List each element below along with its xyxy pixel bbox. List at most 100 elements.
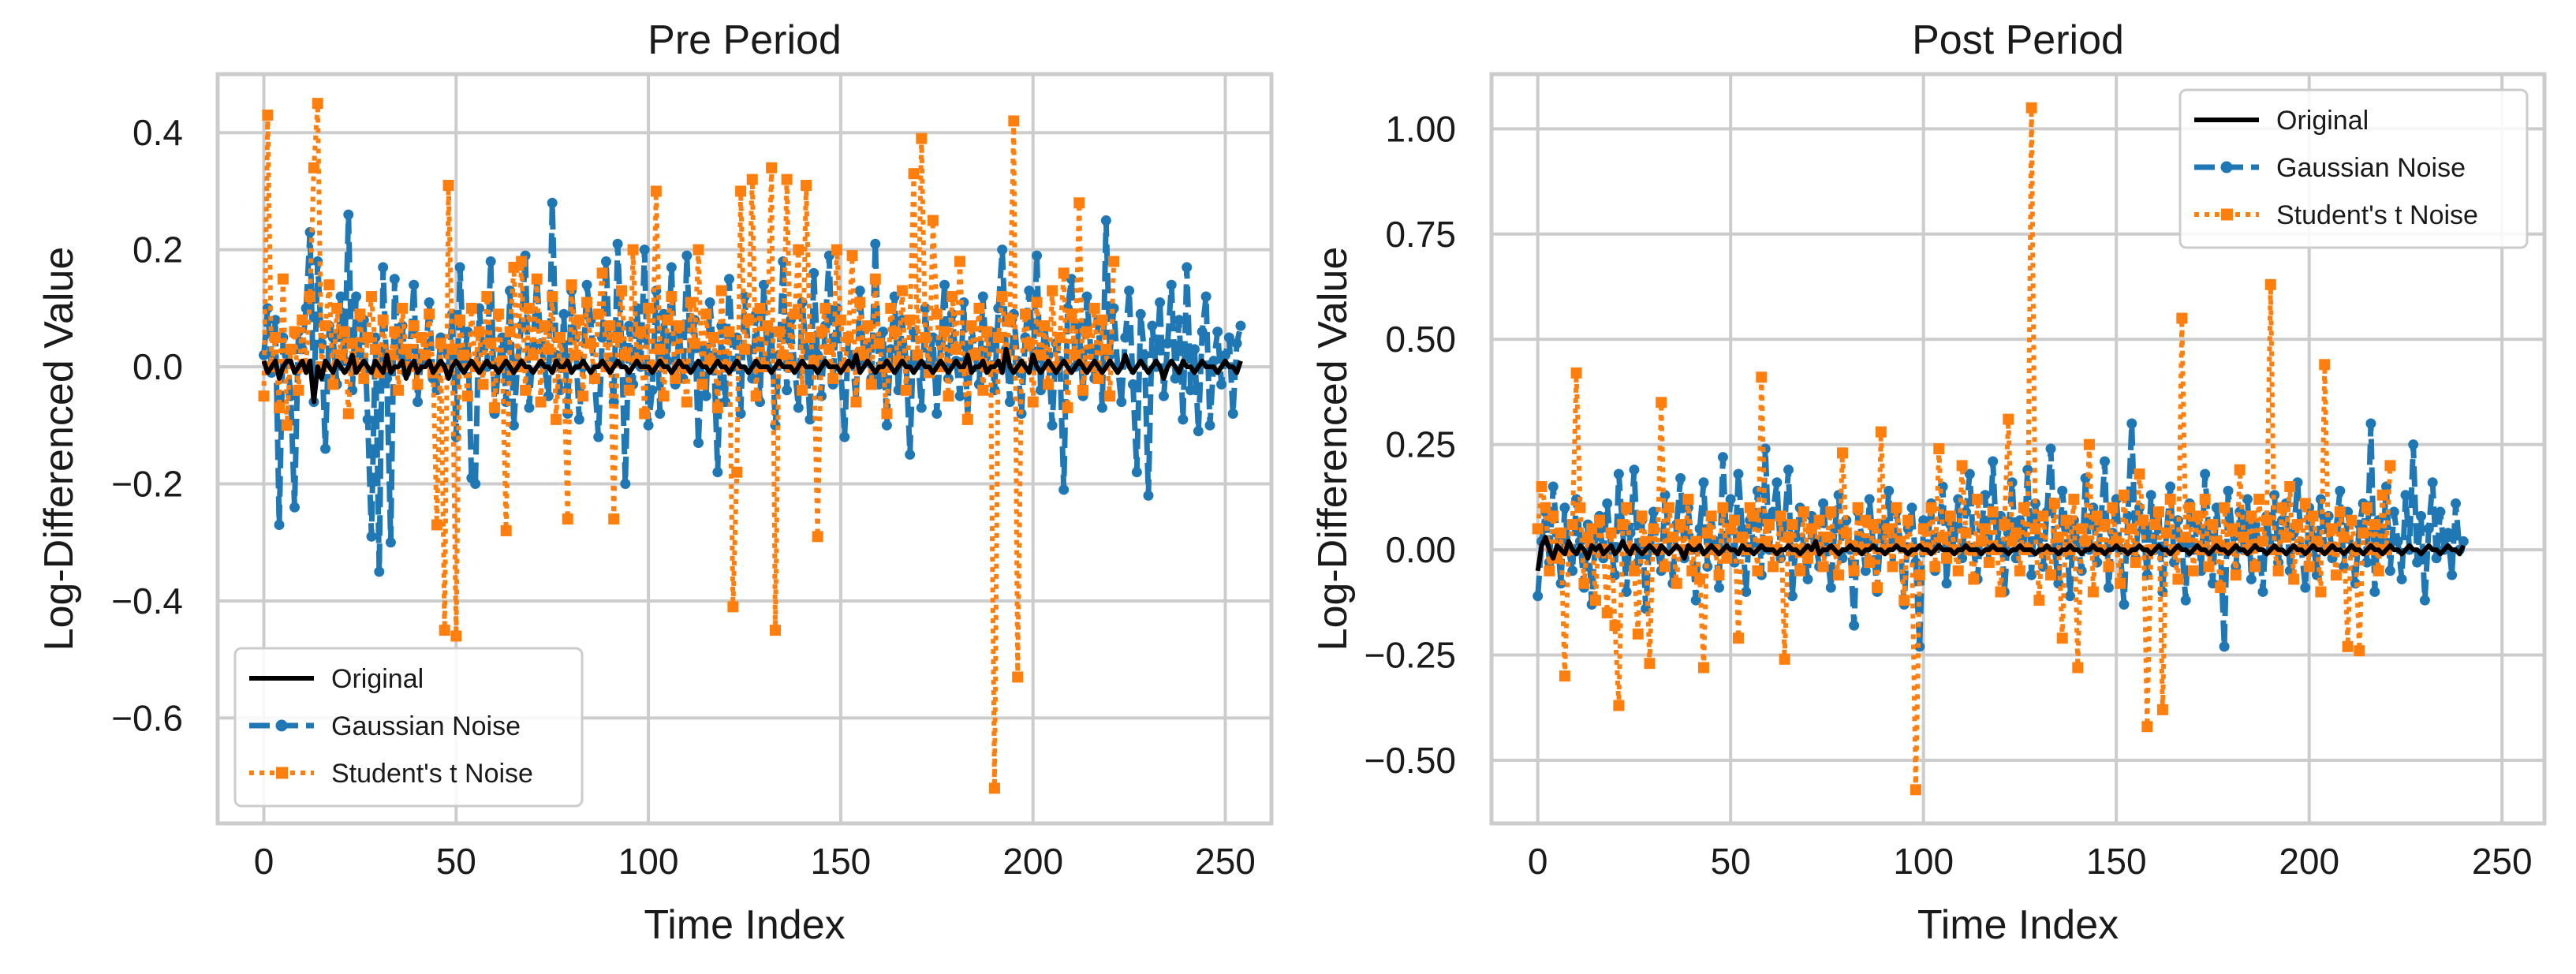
- student-s-t-noise-point: [2003, 413, 2014, 425]
- student-s-t-noise-point: [431, 519, 442, 531]
- gaussian-noise-point: [704, 297, 715, 308]
- student-s-t-noise-point: [439, 625, 450, 636]
- student-s-t-noise-point: [588, 372, 600, 384]
- student-s-t-noise-point: [1559, 670, 1570, 682]
- student-s-t-noise-point: [2230, 569, 2242, 581]
- student-s-t-noise-point: [1775, 510, 1786, 522]
- student-s-t-noise-point: [1960, 527, 1972, 539]
- student-s-t-noise-point: [554, 331, 566, 343]
- student-s-t-noise-point: [704, 355, 716, 367]
- student-s-t-noise-point: [846, 250, 858, 262]
- student-s-t-noise-point: [831, 244, 843, 256]
- student-s-t-noise-point: [1729, 514, 1741, 526]
- student-s-t-noise-point: [1801, 552, 1813, 564]
- student-s-t-noise-point: [1944, 510, 1956, 522]
- gaussian-noise-point: [854, 285, 865, 297]
- student-s-t-noise-point: [1798, 506, 1810, 518]
- gaussian-noise-point: [2100, 456, 2111, 467]
- student-s-t-noise-point: [1628, 565, 1640, 577]
- student-s-t-noise-point: [1674, 519, 1686, 531]
- student-s-t-noise-point: [862, 320, 874, 332]
- gaussian-noise-point: [485, 256, 496, 267]
- student-s-t-noise-point: [393, 384, 405, 396]
- student-s-t-noise-point: [1821, 532, 1833, 543]
- x-tick-label: 50: [1711, 841, 1751, 882]
- student-s-t-noise-point: [400, 343, 412, 355]
- student-s-t-noise-point: [674, 320, 685, 332]
- student-s-t-noise-point: [1937, 532, 1949, 543]
- gaussian-noise-point: [1219, 349, 1230, 360]
- student-s-t-noise-point: [2361, 502, 2373, 513]
- gaussian-noise-point: [655, 408, 666, 419]
- student-s-t-noise-point: [1898, 595, 1910, 606]
- student-s-t-noise-point: [627, 244, 639, 256]
- student-s-t-noise-point: [819, 302, 831, 314]
- student-s-t-noise-point: [1748, 510, 1760, 522]
- gaussian-noise-point: [881, 420, 892, 431]
- gaussian-noise-point: [1166, 279, 1177, 290]
- gaussian-noise-point: [939, 279, 950, 290]
- student-s-t-noise-point: [2376, 489, 2388, 501]
- gaussian-noise-point: [782, 385, 793, 396]
- student-s-t-noise-point: [2007, 536, 2018, 547]
- student-s-t-noise-point: [834, 314, 846, 326]
- student-s-t-noise-point: [666, 291, 678, 303]
- student-s-t-noise-point: [1566, 519, 1578, 531]
- student-s-t-noise-point: [927, 215, 939, 226]
- student-s-t-noise-point: [297, 314, 308, 326]
- student-s-t-noise-point: [1096, 314, 1108, 326]
- student-s-t-noise-point: [2334, 506, 2346, 518]
- student-s-t-noise-point: [358, 372, 370, 384]
- gaussian-noise-point: [1818, 498, 1829, 509]
- gaussian-noise-point: [2427, 477, 2438, 488]
- student-s-t-noise-point: [1868, 519, 1880, 531]
- legend-item-original: Original: [2194, 106, 2369, 136]
- x-tick-label: 250: [1195, 841, 1256, 882]
- gaussian-noise-point: [2369, 586, 2380, 597]
- student-s-t-noise-point: [1887, 561, 1898, 573]
- x-tick-label: 0: [1528, 841, 1548, 882]
- gaussian-noise-point: [2365, 418, 2376, 429]
- student-s-t-noise-point: [823, 343, 835, 355]
- x-tick-label: 100: [618, 841, 679, 882]
- legend-box: [2178, 88, 2529, 249]
- student-s-t-noise-point: [2315, 586, 2327, 598]
- post-period-chart: 0 50 100 150 200 250 −0.50 −0.25 0.00 0.25 0.50 0.7…: [1310, 17, 2547, 948]
- student-s-t-noise-point: [1917, 523, 1929, 535]
- student-s-t-noise-point: [1073, 197, 1085, 209]
- series-group: [1532, 102, 2469, 796]
- student-s-t-noise-point: [2276, 502, 2288, 513]
- gaussian-noise-point: [1155, 297, 1166, 308]
- gaussian-noise-point: [600, 256, 611, 267]
- student-s-t-noise-point: [2048, 498, 2060, 509]
- student-s-t-noise-point: [850, 396, 862, 408]
- legend-marker: [2220, 161, 2233, 174]
- student-s-t-noise-point: [1732, 633, 1744, 644]
- gaussian-noise-point: [413, 397, 424, 408]
- student-s-t-noise-point: [527, 349, 539, 361]
- student-s-t-noise-point: [912, 349, 924, 361]
- student-s-t-noise-point: [523, 302, 535, 314]
- student-s-t-noise-point: [762, 320, 774, 332]
- gaussian-noise-point: [424, 297, 435, 308]
- gaussian-noise-point: [1906, 502, 1917, 513]
- student-s-t-noise-point: [2327, 523, 2339, 535]
- student-s-t-noise-point: [2207, 519, 2219, 531]
- gaussian-noise-point: [470, 479, 481, 490]
- gaussian-noise-point: [2412, 557, 2423, 568]
- legend-marker: [276, 767, 288, 779]
- student-s-t-noise-point: [781, 174, 793, 185]
- legend-item-gaussian-noise: Gaussian Noise: [2194, 153, 2466, 183]
- student-s-t-noise-point: [1663, 502, 1674, 513]
- student-s-t-noise-point: [2149, 519, 2161, 531]
- student-s-t-noise-point: [1108, 256, 1120, 267]
- student-s-t-noise-point: [435, 338, 446, 349]
- student-s-t-noise-point: [1995, 586, 2007, 598]
- student-s-t-noise-point: [2319, 359, 2331, 371]
- student-s-t-noise-point: [1764, 519, 1775, 531]
- y-tick-label: 1.00: [1385, 108, 1456, 149]
- student-s-t-noise-point: [274, 402, 286, 414]
- student-s-t-noise-point: [973, 302, 985, 314]
- legend-label: Original: [2276, 106, 2369, 136]
